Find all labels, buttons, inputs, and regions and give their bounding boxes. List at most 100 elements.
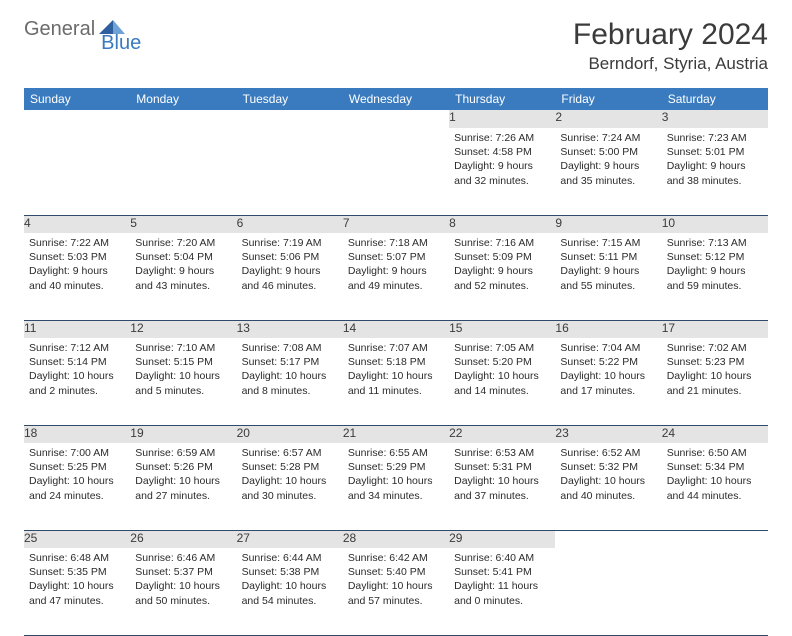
daylight-line: Daylight: 10 hours and 57 minutes.	[348, 579, 444, 607]
sunset-line: Sunset: 5:20 PM	[454, 355, 550, 369]
sunset-line: Sunset: 5:00 PM	[560, 145, 656, 159]
sunset-line: Sunset: 5:12 PM	[667, 250, 763, 264]
sunrise-line: Sunrise: 7:24 AM	[560, 131, 656, 145]
day-content-cell: Sunrise: 7:26 AMSunset: 4:58 PMDaylight:…	[449, 128, 555, 215]
sunset-line: Sunset: 5:37 PM	[135, 565, 231, 579]
day-number-cell: 16	[555, 320, 661, 338]
weekday-header-row: SundayMondayTuesdayWednesdayThursdayFrid…	[24, 88, 768, 110]
sunrise-line: Sunrise: 7:26 AM	[454, 131, 550, 145]
day-content-cell: Sunrise: 7:12 AMSunset: 5:14 PMDaylight:…	[24, 338, 130, 425]
day-content-cell: Sunrise: 7:02 AMSunset: 5:23 PMDaylight:…	[662, 338, 768, 425]
daylight-line: Daylight: 10 hours and 21 minutes.	[667, 369, 763, 397]
daylight-line: Daylight: 9 hours and 43 minutes.	[135, 264, 231, 292]
day-number-cell: 12	[130, 320, 236, 338]
day-content-cell	[662, 548, 768, 635]
sunrise-line: Sunrise: 7:00 AM	[29, 446, 125, 460]
day-number-cell: 4	[24, 215, 130, 233]
day-details: Sunrise: 7:02 AMSunset: 5:23 PMDaylight:…	[662, 338, 768, 401]
day-content-cell: Sunrise: 6:55 AMSunset: 5:29 PMDaylight:…	[343, 443, 449, 530]
sunset-line: Sunset: 5:25 PM	[29, 460, 125, 474]
daylight-line: Daylight: 10 hours and 44 minutes.	[667, 474, 763, 502]
day-content-cell	[130, 128, 236, 215]
day-content-cell: Sunrise: 7:07 AMSunset: 5:18 PMDaylight:…	[343, 338, 449, 425]
day-details: Sunrise: 6:57 AMSunset: 5:28 PMDaylight:…	[237, 443, 343, 506]
day-number-cell: 27	[237, 530, 343, 548]
sunrise-line: Sunrise: 7:12 AM	[29, 341, 125, 355]
sunset-line: Sunset: 5:31 PM	[454, 460, 550, 474]
sunset-line: Sunset: 5:35 PM	[29, 565, 125, 579]
daylight-line: Daylight: 10 hours and 8 minutes.	[242, 369, 338, 397]
sunset-line: Sunset: 5:28 PM	[242, 460, 338, 474]
daylight-line: Daylight: 10 hours and 2 minutes.	[29, 369, 125, 397]
day-content-cell	[555, 548, 661, 635]
day-number-row: 123	[24, 110, 768, 128]
day-number-cell	[662, 530, 768, 548]
sunrise-line: Sunrise: 7:16 AM	[454, 236, 550, 250]
sunrise-line: Sunrise: 6:57 AM	[242, 446, 338, 460]
day-details: Sunrise: 7:18 AMSunset: 5:07 PMDaylight:…	[343, 233, 449, 296]
day-number-cell: 23	[555, 425, 661, 443]
daylight-line: Daylight: 9 hours and 35 minutes.	[560, 159, 656, 187]
sunrise-line: Sunrise: 7:22 AM	[29, 236, 125, 250]
day-content-cell	[343, 128, 449, 215]
day-number-row: 11121314151617	[24, 320, 768, 338]
day-number-cell	[343, 110, 449, 128]
daylight-line: Daylight: 10 hours and 34 minutes.	[348, 474, 444, 502]
day-details: Sunrise: 7:24 AMSunset: 5:00 PMDaylight:…	[555, 128, 661, 191]
day-number-cell: 11	[24, 320, 130, 338]
day-number-cell: 5	[130, 215, 236, 233]
day-content-cell: Sunrise: 7:05 AMSunset: 5:20 PMDaylight:…	[449, 338, 555, 425]
day-number-cell: 14	[343, 320, 449, 338]
day-number-cell: 2	[555, 110, 661, 128]
day-content-cell: Sunrise: 6:42 AMSunset: 5:40 PMDaylight:…	[343, 548, 449, 635]
day-content-cell: Sunrise: 7:13 AMSunset: 5:12 PMDaylight:…	[662, 233, 768, 320]
location-text: Berndorf, Styria, Austria	[573, 54, 768, 74]
day-details: Sunrise: 7:04 AMSunset: 5:22 PMDaylight:…	[555, 338, 661, 401]
sunrise-line: Sunrise: 7:10 AM	[135, 341, 231, 355]
day-details: Sunrise: 7:08 AMSunset: 5:17 PMDaylight:…	[237, 338, 343, 401]
sunset-line: Sunset: 5:06 PM	[242, 250, 338, 264]
title-block: February 2024 Berndorf, Styria, Austria	[573, 18, 768, 74]
sunset-line: Sunset: 5:22 PM	[560, 355, 656, 369]
day-content-cell: Sunrise: 6:46 AMSunset: 5:37 PMDaylight:…	[130, 548, 236, 635]
day-content-cell	[237, 128, 343, 215]
day-number-cell: 1	[449, 110, 555, 128]
day-content-cell: Sunrise: 7:20 AMSunset: 5:04 PMDaylight:…	[130, 233, 236, 320]
sunrise-line: Sunrise: 6:46 AM	[135, 551, 231, 565]
sunset-line: Sunset: 4:58 PM	[454, 145, 550, 159]
day-details: Sunrise: 7:13 AMSunset: 5:12 PMDaylight:…	[662, 233, 768, 296]
day-content-cell: Sunrise: 6:53 AMSunset: 5:31 PMDaylight:…	[449, 443, 555, 530]
sunset-line: Sunset: 5:09 PM	[454, 250, 550, 264]
day-details: Sunrise: 6:48 AMSunset: 5:35 PMDaylight:…	[24, 548, 130, 611]
day-details: Sunrise: 6:44 AMSunset: 5:38 PMDaylight:…	[237, 548, 343, 611]
sunrise-line: Sunrise: 7:05 AM	[454, 341, 550, 355]
day-details: Sunrise: 7:05 AMSunset: 5:20 PMDaylight:…	[449, 338, 555, 401]
day-content-cell: Sunrise: 6:57 AMSunset: 5:28 PMDaylight:…	[237, 443, 343, 530]
daylight-line: Daylight: 10 hours and 37 minutes.	[454, 474, 550, 502]
day-details: Sunrise: 6:52 AMSunset: 5:32 PMDaylight:…	[555, 443, 661, 506]
sunrise-line: Sunrise: 7:15 AM	[560, 236, 656, 250]
daylight-line: Daylight: 9 hours and 55 minutes.	[560, 264, 656, 292]
sunrise-line: Sunrise: 7:08 AM	[242, 341, 338, 355]
sunset-line: Sunset: 5:41 PM	[454, 565, 550, 579]
day-details: Sunrise: 6:40 AMSunset: 5:41 PMDaylight:…	[449, 548, 555, 611]
sunrise-line: Sunrise: 7:19 AM	[242, 236, 338, 250]
day-number-row: 45678910	[24, 215, 768, 233]
day-details: Sunrise: 7:07 AMSunset: 5:18 PMDaylight:…	[343, 338, 449, 401]
daylight-line: Daylight: 9 hours and 40 minutes.	[29, 264, 125, 292]
day-content-cell: Sunrise: 7:19 AMSunset: 5:06 PMDaylight:…	[237, 233, 343, 320]
sunset-line: Sunset: 5:14 PM	[29, 355, 125, 369]
weekday-header: Monday	[130, 88, 236, 110]
sunrise-line: Sunrise: 6:50 AM	[667, 446, 763, 460]
day-content-cell: Sunrise: 7:15 AMSunset: 5:11 PMDaylight:…	[555, 233, 661, 320]
day-details: Sunrise: 6:50 AMSunset: 5:34 PMDaylight:…	[662, 443, 768, 506]
sunset-line: Sunset: 5:26 PM	[135, 460, 231, 474]
daylight-line: Daylight: 10 hours and 17 minutes.	[560, 369, 656, 397]
daylight-line: Daylight: 10 hours and 30 minutes.	[242, 474, 338, 502]
day-content-cell: Sunrise: 7:24 AMSunset: 5:00 PMDaylight:…	[555, 128, 661, 215]
daylight-line: Daylight: 10 hours and 27 minutes.	[135, 474, 231, 502]
day-number-cell	[237, 110, 343, 128]
sunset-line: Sunset: 5:07 PM	[348, 250, 444, 264]
sunrise-line: Sunrise: 7:02 AM	[667, 341, 763, 355]
sunrise-line: Sunrise: 6:42 AM	[348, 551, 444, 565]
